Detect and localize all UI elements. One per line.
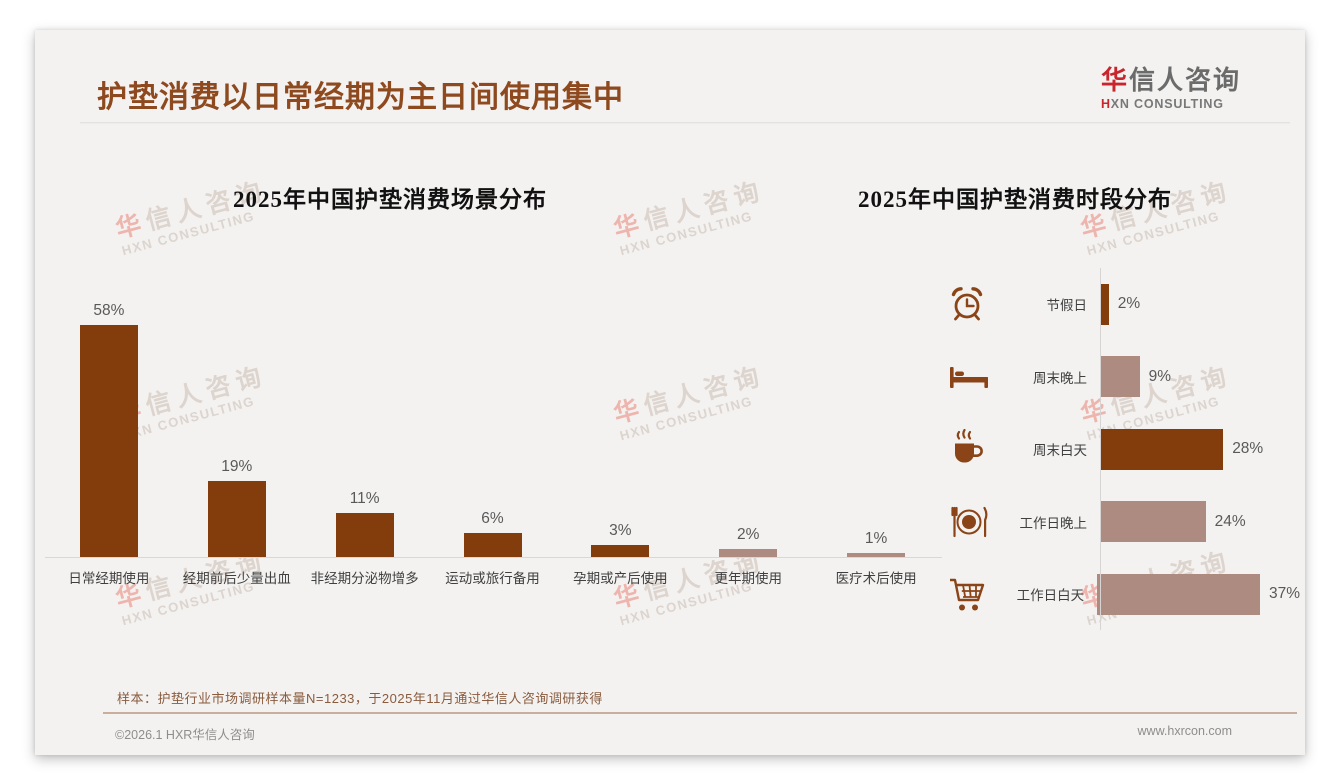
time-chart-axis <box>1100 268 1101 630</box>
alarm-clock-icon <box>948 285 993 323</box>
scene-bar <box>463 533 522 557</box>
bar-column: 11% <box>301 490 429 557</box>
bar-column: 2% <box>684 526 812 557</box>
time-row: 节假日 2% <box>915 268 1300 341</box>
scene-bar <box>79 325 138 557</box>
time-bar <box>1100 356 1140 398</box>
category-label: 医疗术后使用 <box>835 571 917 586</box>
time-value-label: 28% <box>1232 440 1264 458</box>
time-value-label: 2% <box>1117 295 1141 313</box>
bar-column: 3% <box>556 522 684 557</box>
bar-value-label: 58% <box>93 302 125 319</box>
time-value-label: 37% <box>1268 585 1300 603</box>
bar-value-label: 1% <box>864 530 888 547</box>
bar-value-label: 3% <box>609 522 632 539</box>
coffee-icon <box>948 429 993 469</box>
time-label: 节假日 <box>1046 298 1088 314</box>
company-logo: 华信人咨询 HXN CONSULTING <box>1101 60 1241 111</box>
sample-footnote: 样本：护垫行业市场调研样本量N=1233，于2025年11月通过华信人咨询调研获… <box>117 691 603 706</box>
category-label: 运动或旅行备用 <box>445 571 540 586</box>
time-row: 工作日晚上 24% <box>915 486 1300 559</box>
category-label: 孕期或产后使用 <box>573 571 668 586</box>
scene-chart-plot: 58% 19% 11% 6% 3% 2% 1% <box>45 293 940 557</box>
shopping-cart-icon <box>948 575 992 613</box>
bar-value-label: 6% <box>481 510 504 527</box>
bar-column: 19% <box>173 458 301 557</box>
time-row: 周末晚上 9% <box>915 341 1300 414</box>
time-bar <box>1100 283 1109 325</box>
dining-icon <box>948 504 993 540</box>
bar-value-label: 11% <box>349 490 380 507</box>
logo-en-text: HXN CONSULTING <box>1100 97 1224 111</box>
time-label: 周末晚上 <box>1033 370 1087 386</box>
copyright-text: ©2026.1 HXR华信人咨询 <box>115 728 255 742</box>
time-bar <box>1097 573 1260 615</box>
scene-bar <box>847 553 906 557</box>
bar-column: 6% <box>429 510 557 557</box>
bar-column: 1% <box>812 530 940 557</box>
logo-cn-text: 华信人咨询 <box>1100 65 1241 95</box>
scene-bar <box>591 545 650 557</box>
category-label: 非经期分泌物增多 <box>310 571 419 586</box>
bed-icon <box>948 360 993 394</box>
bar-value-label: 2% <box>737 526 760 543</box>
category-label: 更年期使用 <box>714 571 782 586</box>
scene-bar <box>207 481 266 557</box>
time-label: 周末白天 <box>1033 443 1087 459</box>
time-label: 工作日晚上 <box>1019 515 1088 531</box>
scene-chart-baseline <box>45 557 942 558</box>
time-chart-rows: 节假日 2% 周末晚上 9% 周末白天 28% 工作日晚上 24% <box>915 268 1300 631</box>
scene-bar <box>335 513 394 557</box>
scene-chart-title: 2025年中国护垫消费场景分布 <box>233 187 547 212</box>
website-text: www.hxrcon.com <box>1137 724 1232 738</box>
footer-divider <box>103 712 1297 714</box>
bar-value-label: 19% <box>221 458 253 475</box>
time-row: 周末白天 28% <box>915 413 1300 486</box>
time-value-label: 24% <box>1214 512 1246 530</box>
time-row: 工作日白天 37% <box>915 558 1300 631</box>
time-chart: 节假日 2% 周末晚上 9% 周末白天 28% 工作日晚上 24% <box>915 268 1300 633</box>
page-title: 护垫消费以日常经期为主日间使用集中 <box>97 81 624 114</box>
header-divider <box>80 122 1290 123</box>
slide-card: 华信人咨询 HXN CONSULTING 华信人咨询 HXN CONSULTING 华信… <box>35 30 1305 755</box>
category-label: 经期前后少量出血 <box>182 571 291 586</box>
time-chart-title: 2025年中国护垫消费时段分布 <box>858 187 1172 212</box>
scene-bar <box>719 549 778 557</box>
category-label: 日常经期使用 <box>68 571 150 586</box>
bar-column: 58% <box>45 302 173 557</box>
scene-chart-categories: 日常经期使用 经期前后少量出血 非经期分泌物增多 运动或旅行备用 孕期或产后使用 更年期使… <box>45 567 940 587</box>
time-label: 工作日白天 <box>1016 588 1085 604</box>
time-value-label: 9% <box>1148 367 1171 385</box>
time-bar <box>1100 428 1224 470</box>
time-bar <box>1100 501 1206 543</box>
